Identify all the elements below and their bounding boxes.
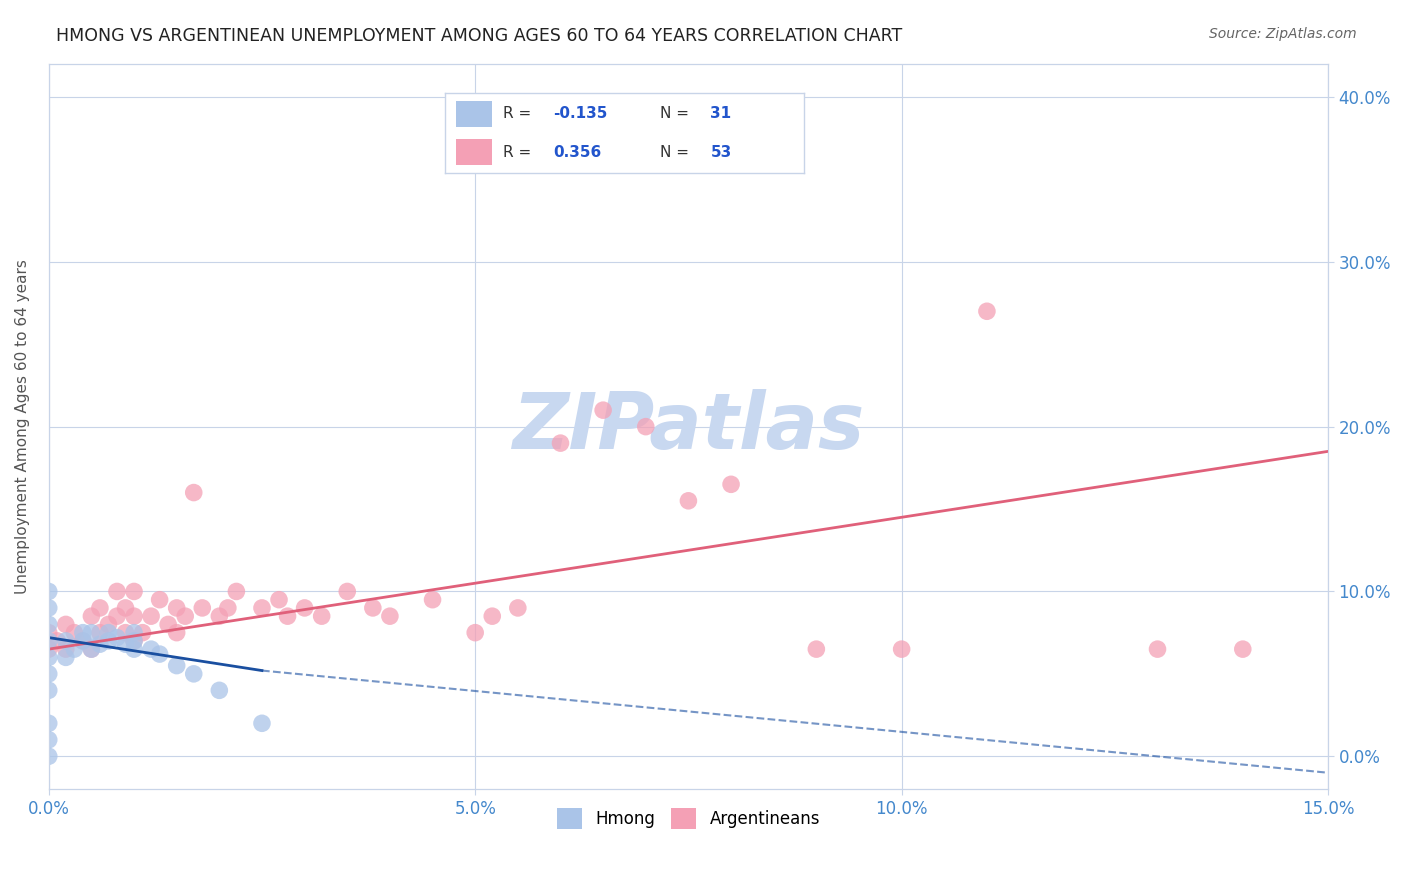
Point — [139, 642, 162, 657]
Point — [592, 403, 614, 417]
Point — [55, 633, 77, 648]
Point — [149, 592, 172, 607]
Point — [166, 658, 188, 673]
Point — [46, 633, 69, 648]
Point — [1232, 642, 1254, 657]
Point — [678, 493, 700, 508]
Point — [38, 683, 60, 698]
Point — [80, 642, 103, 657]
Point — [63, 642, 86, 657]
Point — [361, 601, 384, 615]
Point — [80, 625, 103, 640]
Point — [634, 419, 657, 434]
Y-axis label: Unemployment Among Ages 60 to 64 years: Unemployment Among Ages 60 to 64 years — [15, 260, 30, 594]
Point — [38, 642, 60, 657]
Point — [89, 637, 111, 651]
Point — [336, 584, 359, 599]
Point — [464, 625, 486, 640]
Point — [80, 642, 103, 657]
Point — [97, 617, 120, 632]
Text: HMONG VS ARGENTINEAN UNEMPLOYMENT AMONG AGES 60 TO 64 YEARS CORRELATION CHART: HMONG VS ARGENTINEAN UNEMPLOYMENT AMONG … — [56, 27, 903, 45]
Point — [277, 609, 299, 624]
Point — [38, 617, 60, 632]
Point — [250, 601, 273, 615]
Point — [80, 609, 103, 624]
Point — [89, 625, 111, 640]
Legend: Hmong, Argentineans: Hmong, Argentineans — [550, 802, 827, 835]
Point — [114, 625, 136, 640]
Point — [89, 601, 111, 615]
Point — [105, 609, 128, 624]
Point — [174, 609, 197, 624]
Point — [122, 584, 145, 599]
Point — [157, 617, 180, 632]
Point — [208, 609, 231, 624]
Point — [183, 666, 205, 681]
Point — [149, 647, 172, 661]
Point — [55, 617, 77, 632]
Point — [191, 601, 214, 615]
Point — [131, 625, 153, 640]
Point — [72, 633, 94, 648]
Point — [208, 683, 231, 698]
Point — [166, 601, 188, 615]
Point — [378, 609, 401, 624]
Point — [122, 642, 145, 657]
Point — [38, 749, 60, 764]
Point — [122, 625, 145, 640]
Point — [267, 592, 290, 607]
Point — [166, 625, 188, 640]
Point — [72, 625, 94, 640]
Point — [55, 642, 77, 657]
Point — [139, 609, 162, 624]
Point — [38, 666, 60, 681]
Point — [976, 304, 998, 318]
Point — [122, 633, 145, 648]
Point — [55, 650, 77, 665]
Point — [294, 601, 316, 615]
Point — [250, 716, 273, 731]
Point — [422, 592, 444, 607]
Point — [38, 732, 60, 747]
Point — [97, 625, 120, 640]
Point — [481, 609, 503, 624]
Point — [890, 642, 912, 657]
Point — [1146, 642, 1168, 657]
Point — [183, 485, 205, 500]
Point — [806, 642, 828, 657]
Point — [311, 609, 333, 624]
Point — [38, 625, 60, 640]
Point — [122, 609, 145, 624]
Point — [38, 601, 60, 615]
Point — [38, 584, 60, 599]
Point — [122, 633, 145, 648]
Point — [63, 625, 86, 640]
Point — [114, 601, 136, 615]
Point — [105, 584, 128, 599]
Text: Source: ZipAtlas.com: Source: ZipAtlas.com — [1209, 27, 1357, 41]
Point — [506, 601, 529, 615]
Point — [550, 436, 572, 450]
Text: ZIPatlas: ZIPatlas — [512, 389, 865, 465]
Point — [72, 633, 94, 648]
Point — [97, 633, 120, 648]
Point — [105, 631, 128, 645]
Point — [38, 650, 60, 665]
Point — [217, 601, 239, 615]
Point — [114, 637, 136, 651]
Point — [38, 633, 60, 648]
Point — [225, 584, 247, 599]
Point — [38, 716, 60, 731]
Point — [720, 477, 742, 491]
